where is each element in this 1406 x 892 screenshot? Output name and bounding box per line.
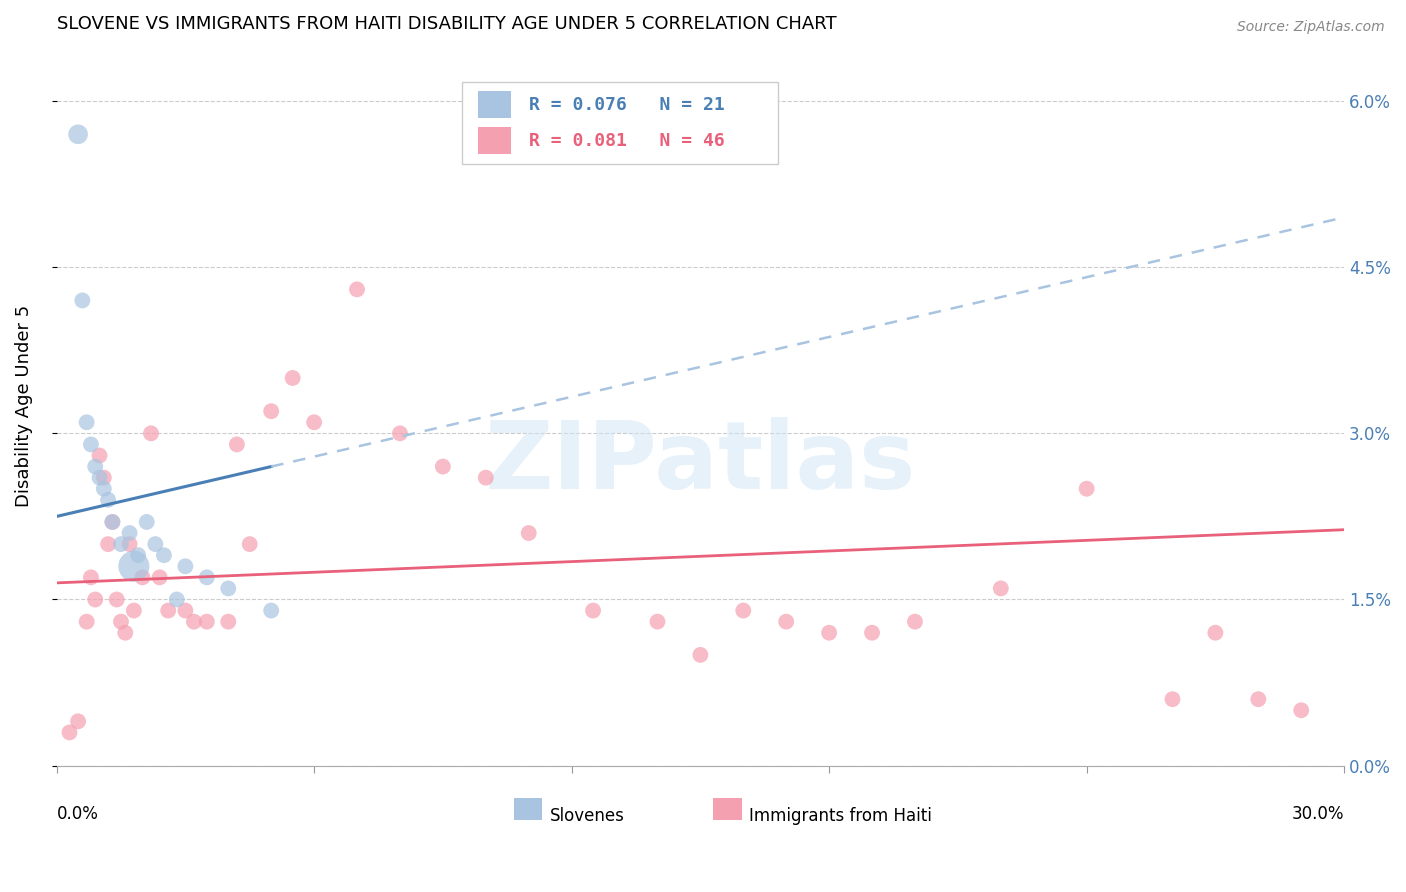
Point [101, 515, 124, 529]
Point [1204, 625, 1226, 640]
Point [239, 537, 262, 551]
Point [217, 582, 239, 596]
Point [122, 603, 145, 617]
Point [388, 426, 411, 441]
Point [149, 570, 172, 584]
Text: Source: ZipAtlas.com: Source: ZipAtlas.com [1237, 20, 1385, 34]
Point [475, 470, 498, 484]
Text: 30.0%: 30.0% [1292, 805, 1344, 823]
Point [217, 615, 239, 629]
Point [84, 592, 107, 607]
Point [153, 548, 176, 562]
Point [1247, 692, 1270, 706]
Point [260, 603, 283, 617]
Point [166, 592, 188, 607]
Point [582, 603, 605, 617]
Point [860, 625, 883, 640]
Point [647, 615, 669, 629]
Point [517, 526, 540, 541]
Point [195, 615, 218, 629]
Point [89, 470, 111, 484]
Point [72, 293, 94, 308]
FancyBboxPatch shape [478, 127, 512, 154]
Point [89, 449, 111, 463]
Point [110, 615, 132, 629]
Text: R = 0.076   N = 21: R = 0.076 N = 21 [529, 95, 725, 113]
Point [101, 515, 124, 529]
Point [80, 570, 103, 584]
Point [135, 515, 157, 529]
Point [1076, 482, 1098, 496]
Point [1161, 692, 1184, 706]
Point [97, 492, 120, 507]
FancyBboxPatch shape [478, 91, 512, 119]
Point [118, 526, 141, 541]
FancyBboxPatch shape [463, 82, 778, 164]
Point [174, 559, 197, 574]
Point [139, 426, 162, 441]
Point [174, 603, 197, 617]
Point [733, 603, 755, 617]
Point [84, 459, 107, 474]
Text: SLOVENE VS IMMIGRANTS FROM HAITI DISABILITY AGE UNDER 5 CORRELATION CHART: SLOVENE VS IMMIGRANTS FROM HAITI DISABIL… [56, 15, 837, 33]
Point [110, 537, 132, 551]
Point [260, 404, 283, 418]
Point [302, 415, 325, 429]
Point [131, 570, 153, 584]
Point [195, 570, 218, 584]
Point [127, 548, 149, 562]
Point [97, 537, 120, 551]
Point [58, 725, 80, 739]
Point [76, 615, 98, 629]
Point [114, 625, 136, 640]
Text: Slovenes: Slovenes [550, 807, 624, 825]
Point [183, 615, 205, 629]
Point [143, 537, 166, 551]
Point [281, 371, 304, 385]
Point [904, 615, 927, 629]
Point [67, 714, 90, 729]
Point [818, 625, 841, 640]
Point [76, 415, 98, 429]
Point [67, 128, 90, 142]
Point [689, 648, 711, 662]
Point [1289, 703, 1312, 717]
FancyBboxPatch shape [513, 798, 541, 820]
FancyBboxPatch shape [713, 798, 741, 820]
Point [118, 537, 141, 551]
Point [157, 603, 180, 617]
Point [432, 459, 454, 474]
Y-axis label: Disability Age Under 5: Disability Age Under 5 [15, 304, 32, 507]
Text: ZIPatlas: ZIPatlas [485, 417, 917, 509]
Point [990, 582, 1012, 596]
Text: Immigrants from Haiti: Immigrants from Haiti [749, 807, 932, 825]
Point [225, 437, 247, 451]
Point [93, 482, 115, 496]
Point [93, 470, 115, 484]
Point [775, 615, 797, 629]
Point [105, 592, 128, 607]
Point [346, 282, 368, 296]
Text: 0.0%: 0.0% [56, 805, 98, 823]
Point [80, 437, 103, 451]
Point [122, 559, 145, 574]
Text: R = 0.081   N = 46: R = 0.081 N = 46 [529, 132, 725, 150]
